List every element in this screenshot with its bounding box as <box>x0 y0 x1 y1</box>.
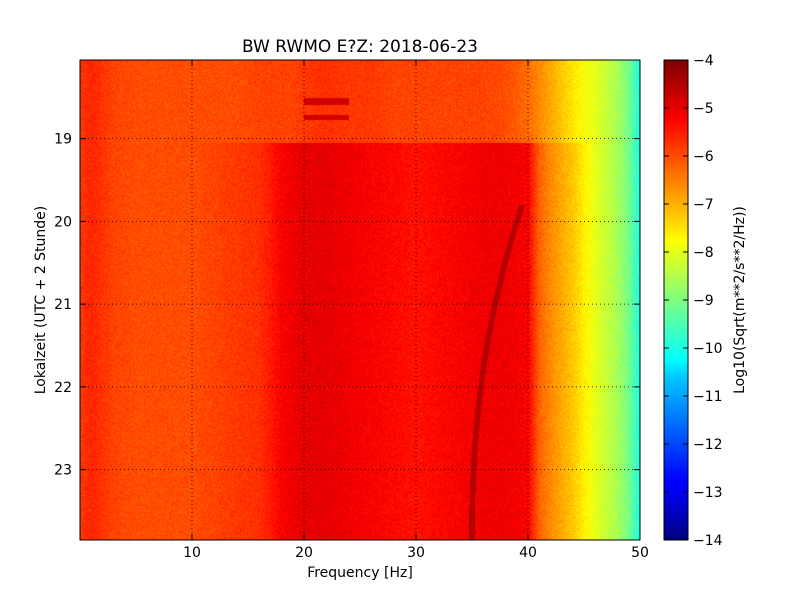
x-axis-label: Frequency [Hz] <box>307 565 413 581</box>
colorbar-tick-label-10: −14 <box>693 533 723 549</box>
colorbar-tick-label-4: −8 <box>693 245 714 261</box>
x-axis: 10 20 30 40 50 <box>183 60 649 561</box>
colorbar: −4 −5 −6 −7 −8 −9 −10 −11 −12 −13 −14 <box>663 53 723 549</box>
colorbar-tick-label-9: −13 <box>693 485 723 501</box>
x-tick-label-4: 50 <box>631 545 649 561</box>
y-axis: 19 20 21 22 23 <box>54 132 640 479</box>
x-tick-label-0: 10 <box>183 545 201 561</box>
colorbar-tick-label-0: −4 <box>693 53 714 69</box>
spectrogram-plot-area <box>79 59 641 541</box>
colorbar-tick-label-7: −11 <box>693 389 723 405</box>
x-tick-label-2: 30 <box>407 545 425 561</box>
colorbar-label: Log10(Sqrt(m**2/s**2/Hz)) <box>732 206 748 394</box>
colorbar-tick-label-5: −9 <box>693 293 714 309</box>
y-tick-label-3: 22 <box>54 380 72 396</box>
x-tick-label-1: 20 <box>295 545 313 561</box>
chart-title: BW RWMO E?Z: 2018-06-23 <box>242 37 478 57</box>
y-axis-label: Lokalzeit (UTC + 2 Stunde) <box>33 206 49 395</box>
y-tick-label-2: 21 <box>54 297 72 313</box>
y-tick-label-4: 23 <box>54 463 72 479</box>
colorbar-tick-label-3: −7 <box>693 197 714 213</box>
colorbar-tick-label-2: −6 <box>693 149 714 165</box>
colorbar-tick-label-8: −12 <box>693 437 723 453</box>
plot-frame <box>79 59 641 541</box>
colorbar-ticks: −4 −5 −6 −7 −8 −9 −10 −11 −12 −13 −14 <box>664 53 723 549</box>
colorbar-tick-label-6: −10 <box>693 341 723 357</box>
colorbar-tick-label-1: −5 <box>693 101 714 117</box>
spectrogram-image <box>80 60 640 540</box>
y-tick-label-1: 20 <box>54 214 72 230</box>
y-tick-label-0: 19 <box>54 132 72 148</box>
x-tick-label-3: 40 <box>519 545 537 561</box>
